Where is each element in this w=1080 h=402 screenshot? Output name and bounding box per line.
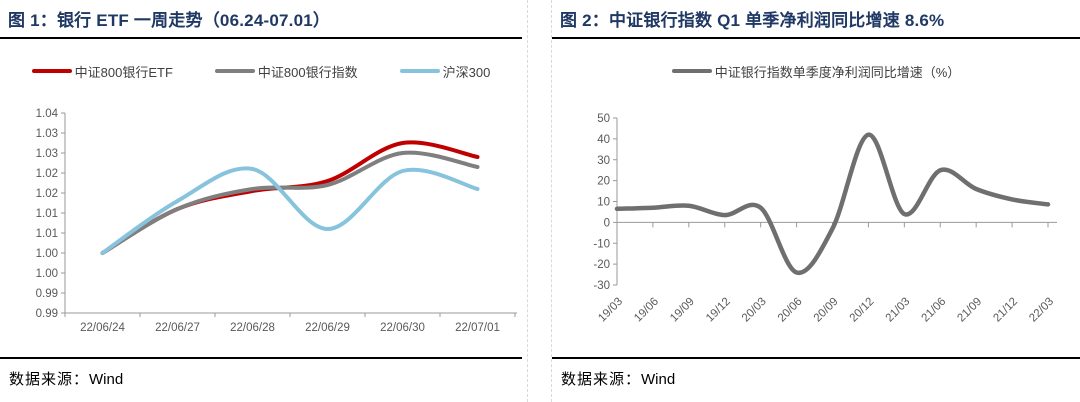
y-tick-label: 1.00 (36, 268, 58, 280)
y-tick-label: 40 (597, 134, 610, 146)
figure-2-legend: 中证银行指数单季度净利润同比增速（%） (552, 61, 1080, 81)
y-tick-label: -20 (593, 259, 610, 271)
legend-label: 沪深300 (442, 64, 491, 80)
x-tick-label: 21/06 (920, 296, 949, 325)
figure-2-title-rule (552, 37, 1080, 40)
data-source-label: 数据来源： (561, 372, 642, 388)
y-tick-label: 1.03 (36, 128, 58, 140)
legend-item: 中证银行指数单季度净利润同比增速（%） (671, 62, 961, 81)
legend-label: 中证800银行指数 (257, 64, 358, 80)
x-tick-label: 20/09 (812, 296, 841, 325)
y-tick-label: 50 (597, 113, 610, 125)
x-tick-label: 22/06/30 (380, 322, 425, 334)
y-tick-label: 1.01 (36, 228, 58, 240)
x-axis: 22/06/24 22/06/27 22/06/28 22/06/29 22/06/30… (64, 312, 517, 334)
x-tick-label: 19/06 (632, 296, 661, 325)
y-tick-label: -30 (593, 280, 610, 292)
figure-1-source-rule (0, 357, 522, 360)
panel-divider-right (551, 0, 552, 402)
x-tick-label: 19/12 (704, 296, 733, 325)
series-lines (100, 140, 480, 255)
figure-2-panel: 图 2：中证银行指数 Q1 单季净利润同比增速 8.6% 中证银行指数单季度净利… (552, 0, 1080, 402)
x-tick-label: 19/09 (668, 296, 697, 325)
legend-item: 中证800银行ETF (31, 62, 173, 81)
data-source-value: Wind (641, 371, 676, 388)
y-tick-label: 0.99 (36, 308, 58, 320)
y-axis: 1.04 1.03 1.03 1.02 1.02 1.01 1.01 1.00 1.00 0.99… (36, 108, 66, 320)
legend-line-swatch (399, 68, 440, 74)
x-tick-label: 21/09 (955, 296, 984, 325)
x-tick-label: 22/06/28 (230, 322, 275, 334)
x-tick-label: 21/12 (991, 296, 1020, 325)
figure-1-title-rule (0, 37, 522, 40)
y-tick-label: 10 (597, 197, 610, 209)
figure-1-legend: 中证800银行ETF 中证800银行指数 沪深300 (0, 61, 522, 81)
y-tick-label: 1.02 (36, 168, 58, 180)
y-tick-label: 1.00 (36, 248, 58, 260)
figure-2-title: 图 2：中证银行指数 Q1 单季净利润同比增速 8.6% (560, 11, 945, 30)
y-tick-label: 1.03 (36, 148, 58, 160)
panel-divider-left (527, 0, 528, 402)
bank-etf-week-line-chart: 1.04 1.03 1.03 1.02 1.02 1.01 1.01 1.00 1.00 0.99… (36, 108, 517, 334)
y-tick-label: 1.04 (36, 108, 59, 120)
figure-2-source-rule (552, 357, 1080, 360)
data-source-value: Wind (89, 371, 124, 388)
legend-line-swatch (671, 68, 712, 74)
x-tick-label: 21/03 (884, 296, 913, 325)
legend-label: 中证800银行ETF (74, 64, 173, 80)
y-tick-label: 30 (597, 155, 610, 167)
y-axis: 50 40 30 20 10 0 -10 -20 -30 (593, 113, 618, 292)
x-tick-label: 20/06 (776, 296, 805, 325)
figure-2-data-source: 数据来源：Wind (561, 368, 675, 389)
y-tick-label: 20 (597, 176, 610, 188)
legend-line-swatch (214, 68, 255, 74)
y-tick-label: 0.99 (36, 288, 58, 300)
y-tick-label: -10 (593, 238, 610, 250)
bank-index-profit-growth-line-chart: 50 40 30 20 10 0 -10 -20 -30 19/03 19/06 19/09 19/12… (593, 113, 1057, 325)
x-tick-label: 22/03 (1027, 296, 1056, 325)
series-line (614, 132, 1051, 275)
x-tick-label: 22/06/24 (80, 322, 125, 334)
series-line (100, 150, 480, 255)
x-tick-label: 20/03 (740, 296, 769, 325)
legend-line-swatch (31, 68, 72, 74)
figure-1-panel: 图 1：银行 ETF 一周走势（06.24-07.01） 中证800银行ETF 中… (0, 0, 522, 402)
x-tick-label: 22/06/27 (155, 322, 200, 334)
y-tick-label: 1.02 (36, 188, 58, 200)
legend-item: 中证800银行指数 (214, 62, 358, 81)
figure-1-data-source: 数据来源：Wind (9, 368, 123, 389)
data-source-label: 数据来源： (9, 372, 90, 388)
series-lines (614, 132, 1051, 275)
legend-item: 沪深300 (399, 62, 491, 81)
figure-1-title: 图 1：银行 ETF 一周走势（06.24-07.01） (8, 11, 331, 30)
y-tick-label: 0 (604, 217, 610, 229)
legend-label: 中证银行指数单季度净利润同比增速（%） (714, 64, 961, 80)
y-tick-label: 1.01 (36, 208, 58, 220)
x-tick-label: 22/06/29 (305, 322, 350, 334)
x-tick-label: 19/03 (596, 296, 625, 325)
x-tick-label: 22/07/01 (455, 322, 500, 334)
x-tick-label: 20/12 (848, 296, 877, 325)
series-line (100, 166, 480, 255)
